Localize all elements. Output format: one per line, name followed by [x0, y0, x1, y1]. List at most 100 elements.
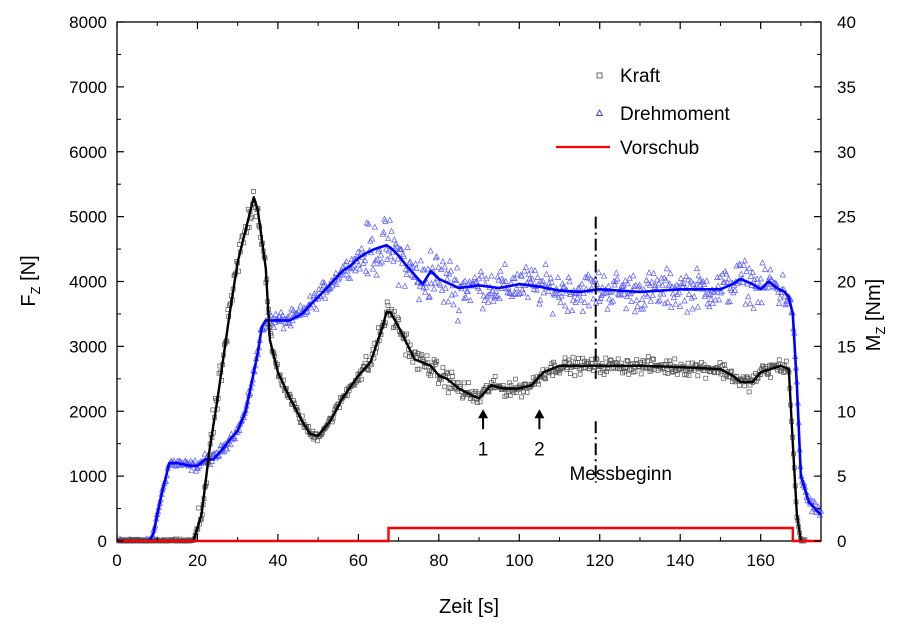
- drehmoment-point: [707, 291, 714, 298]
- drehmoment-point: [723, 278, 731, 285]
- drehmoment-point: [333, 280, 340, 287]
- kraft-point: [366, 367, 371, 373]
- drehmoment-point: [731, 286, 739, 294]
- drehmoment-point: [564, 307, 571, 314]
- annotation-label: 1: [478, 439, 489, 460]
- drehmoment-point: [705, 290, 712, 297]
- drehmoment-point: [461, 277, 469, 284]
- drehmoment-point: [666, 280, 673, 287]
- drehmoment-point: [753, 275, 761, 282]
- drehmoment-point: [566, 278, 573, 285]
- kraft-point: [424, 353, 430, 359]
- drehmoment-point: [393, 243, 401, 250]
- drehmoment-point: [313, 305, 320, 312]
- drehmoment-point: [471, 273, 478, 280]
- drehmoment-point: [489, 287, 496, 294]
- annotation-arrow-head: [534, 409, 545, 419]
- drehmoment-point: [811, 498, 818, 505]
- drehmoment-point: [377, 251, 385, 258]
- drehmoment-point: [388, 227, 395, 234]
- drehmoment-point: [581, 298, 588, 305]
- y-left-tick-label: 3000: [69, 337, 107, 356]
- y-left-tick-label: 8000: [69, 13, 107, 32]
- x-tick-label: 0: [112, 551, 121, 570]
- drehmoment-point: [502, 277, 509, 284]
- legend-label-vorschub: Vorschub: [620, 138, 699, 159]
- y-left-tick-label: 0: [98, 532, 107, 551]
- drehmoment-point: [561, 302, 569, 309]
- drehmoment-point: [681, 297, 688, 304]
- drehmoment-point: [201, 450, 209, 457]
- drehmoment-point: [711, 288, 718, 295]
- drehmoment-point: [476, 287, 484, 294]
- kraft-point: [747, 382, 753, 388]
- kraft-point: [712, 370, 717, 376]
- y-right-tick-label: 20: [837, 273, 856, 292]
- drehmoment-point: [368, 235, 376, 242]
- kraft-point: [466, 380, 471, 385]
- kraft-point: [667, 358, 672, 364]
- drehmoment-point: [621, 290, 628, 297]
- drehmoment-point: [754, 298, 762, 305]
- drehmoment-point: [525, 270, 532, 277]
- kraft-point: [760, 363, 765, 369]
- drehmoment-point: [687, 277, 694, 284]
- drehmoment-line: [117, 243, 822, 543]
- drehmoment-point: [745, 293, 752, 300]
- drehmoment-point: [739, 278, 747, 285]
- drehmoment-point: [648, 278, 655, 285]
- drehmoment-point: [557, 298, 564, 305]
- drehmoment-point: [536, 300, 543, 307]
- drehmoment-point: [279, 311, 286, 318]
- kraft-point: [416, 366, 422, 372]
- drehmoment-point: [707, 295, 715, 302]
- drehmoment-point: [547, 274, 555, 281]
- kraft-point: [624, 358, 630, 363]
- drehmoment-point: [460, 279, 467, 286]
- kraft-point: [475, 400, 480, 405]
- drehmoment-point: [268, 312, 275, 319]
- drehmoment-point: [478, 272, 486, 279]
- kraft-point: [570, 354, 576, 360]
- kraft-point: [362, 360, 368, 366]
- kraft-point: [699, 360, 704, 365]
- drehmoment-point: [636, 281, 643, 288]
- kraft-point: [729, 368, 734, 374]
- drehmoment-point: [272, 310, 279, 317]
- kraft-point: [726, 374, 732, 380]
- drehmoment-point: [444, 275, 451, 282]
- kraft-point: [436, 381, 441, 386]
- drehmoment-point: [591, 275, 599, 282]
- kraft-point: [613, 360, 618, 365]
- drehmoment-point: [445, 298, 452, 305]
- drehmoment-point: [386, 216, 394, 223]
- kraft-point: [210, 407, 216, 413]
- drehmoment-point: [745, 264, 753, 272]
- drehmoment-point: [329, 282, 336, 289]
- drehmoment-point: [684, 308, 691, 315]
- drehmoment-point: [497, 267, 504, 274]
- drehmoment-point: [295, 307, 302, 314]
- drehmoment-point: [297, 302, 304, 309]
- drehmoment-point: [439, 258, 447, 265]
- drehmoment-point: [599, 290, 607, 297]
- drehmoment-point: [356, 265, 363, 272]
- drehmoment-point: [391, 244, 399, 251]
- drehmoment-point: [604, 305, 611, 312]
- drehmoment-point: [511, 275, 518, 282]
- kraft-point: [625, 358, 631, 364]
- drehmoment-point: [676, 302, 684, 309]
- drehmoment-point: [631, 308, 639, 315]
- drehmoment-point: [466, 278, 473, 285]
- drehmoment-point: [364, 270, 371, 277]
- drehmoment-point: [227, 441, 234, 448]
- drehmoment-point: [718, 287, 725, 295]
- drehmoment-point: [379, 230, 386, 237]
- y-left-title-unit: [N]: [18, 255, 40, 286]
- drehmoment-point: [376, 260, 384, 267]
- drehmoment-point: [565, 273, 572, 281]
- y-right-title-sub: Z: [873, 327, 888, 335]
- kraft-point: [419, 352, 425, 357]
- drehmoment-point: [488, 272, 495, 279]
